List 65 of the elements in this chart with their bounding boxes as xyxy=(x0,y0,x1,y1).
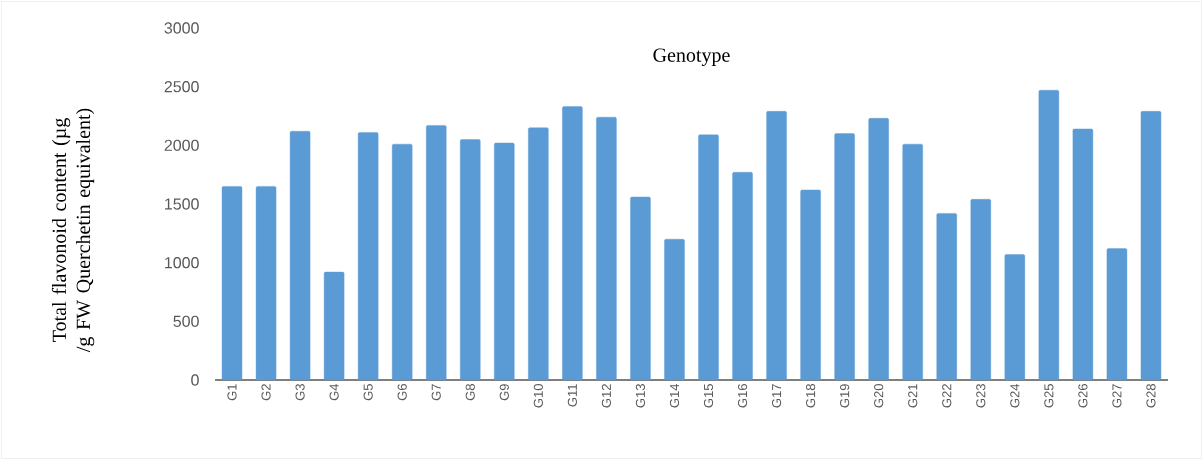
x-tick-label: G14 xyxy=(669,383,680,408)
bar xyxy=(460,139,481,381)
bar xyxy=(1004,254,1026,381)
bar xyxy=(426,125,447,381)
y-tick-label: 500 xyxy=(173,315,199,327)
y-tick-label: 2500 xyxy=(164,81,199,93)
bar xyxy=(732,172,753,381)
bar xyxy=(868,118,889,381)
x-tick-label: G24 xyxy=(1010,383,1020,408)
x-tick-label: G20 xyxy=(874,384,884,408)
bar xyxy=(664,238,685,381)
x-tick-label: G26 xyxy=(1078,384,1088,408)
bar xyxy=(902,143,923,381)
x-tick-label: G13 xyxy=(635,384,646,408)
bar xyxy=(221,186,243,381)
bar xyxy=(936,213,957,381)
x-tick-label: G11 xyxy=(567,384,577,407)
bar xyxy=(630,196,651,381)
x-tick-label: G9 xyxy=(499,384,509,401)
x-tick-label: G12 xyxy=(601,384,611,408)
bar xyxy=(391,143,413,381)
bar xyxy=(834,133,855,381)
y-tick-label: 1500 xyxy=(165,198,199,210)
x-tick-label: G2 xyxy=(261,384,271,401)
bar xyxy=(970,199,991,381)
x-tick-label: G27 xyxy=(1112,384,1122,408)
y-axis-title: Total flavonoid content (µg /g FW Querchetin equivalent) xyxy=(51,108,95,353)
bar xyxy=(255,186,277,381)
bar xyxy=(1072,128,1094,381)
y-tick-label: 3000 xyxy=(164,22,199,34)
x-tick-label: G15 xyxy=(703,384,714,408)
bar xyxy=(323,271,345,381)
x-tick-label: G7 xyxy=(431,384,441,401)
x-tick-label: G22 xyxy=(942,384,952,408)
bar xyxy=(1140,111,1162,381)
x-tick-label: G10 xyxy=(533,384,543,408)
x-tick-label: G4 xyxy=(329,383,339,401)
x-tick-label: G1 xyxy=(227,384,237,401)
y-tick-label: 0 xyxy=(191,374,199,386)
x-tick-label: G25 xyxy=(1044,384,1054,408)
x-tick-label: G21 xyxy=(908,384,918,408)
bar xyxy=(357,132,379,381)
bar xyxy=(528,127,549,381)
text: Genotype xyxy=(653,48,730,66)
x-tick-label: G8 xyxy=(465,384,475,401)
bar xyxy=(596,116,617,381)
x-tick-label: G5 xyxy=(363,384,373,401)
y-tick-label: 1000 xyxy=(165,257,199,269)
x-tick-label: G16 xyxy=(737,384,748,408)
y-tick-label: 2000 xyxy=(164,139,199,151)
bar xyxy=(1038,89,1060,381)
bar xyxy=(698,134,719,381)
x-tick-label: G23 xyxy=(976,384,986,408)
bar xyxy=(800,189,821,381)
bar xyxy=(494,142,515,381)
x-tick-label: G18 xyxy=(806,384,816,408)
bar xyxy=(289,131,311,381)
x-tick-label: G28 xyxy=(1146,384,1156,408)
x-tick-label: G17 xyxy=(771,384,782,408)
bar xyxy=(562,106,583,381)
bar xyxy=(766,111,787,381)
x-tick-label: G19 xyxy=(840,384,850,408)
bar xyxy=(1106,248,1128,381)
x-tick-label: G3 xyxy=(295,384,305,401)
x-tick-label: G6 xyxy=(397,384,407,401)
